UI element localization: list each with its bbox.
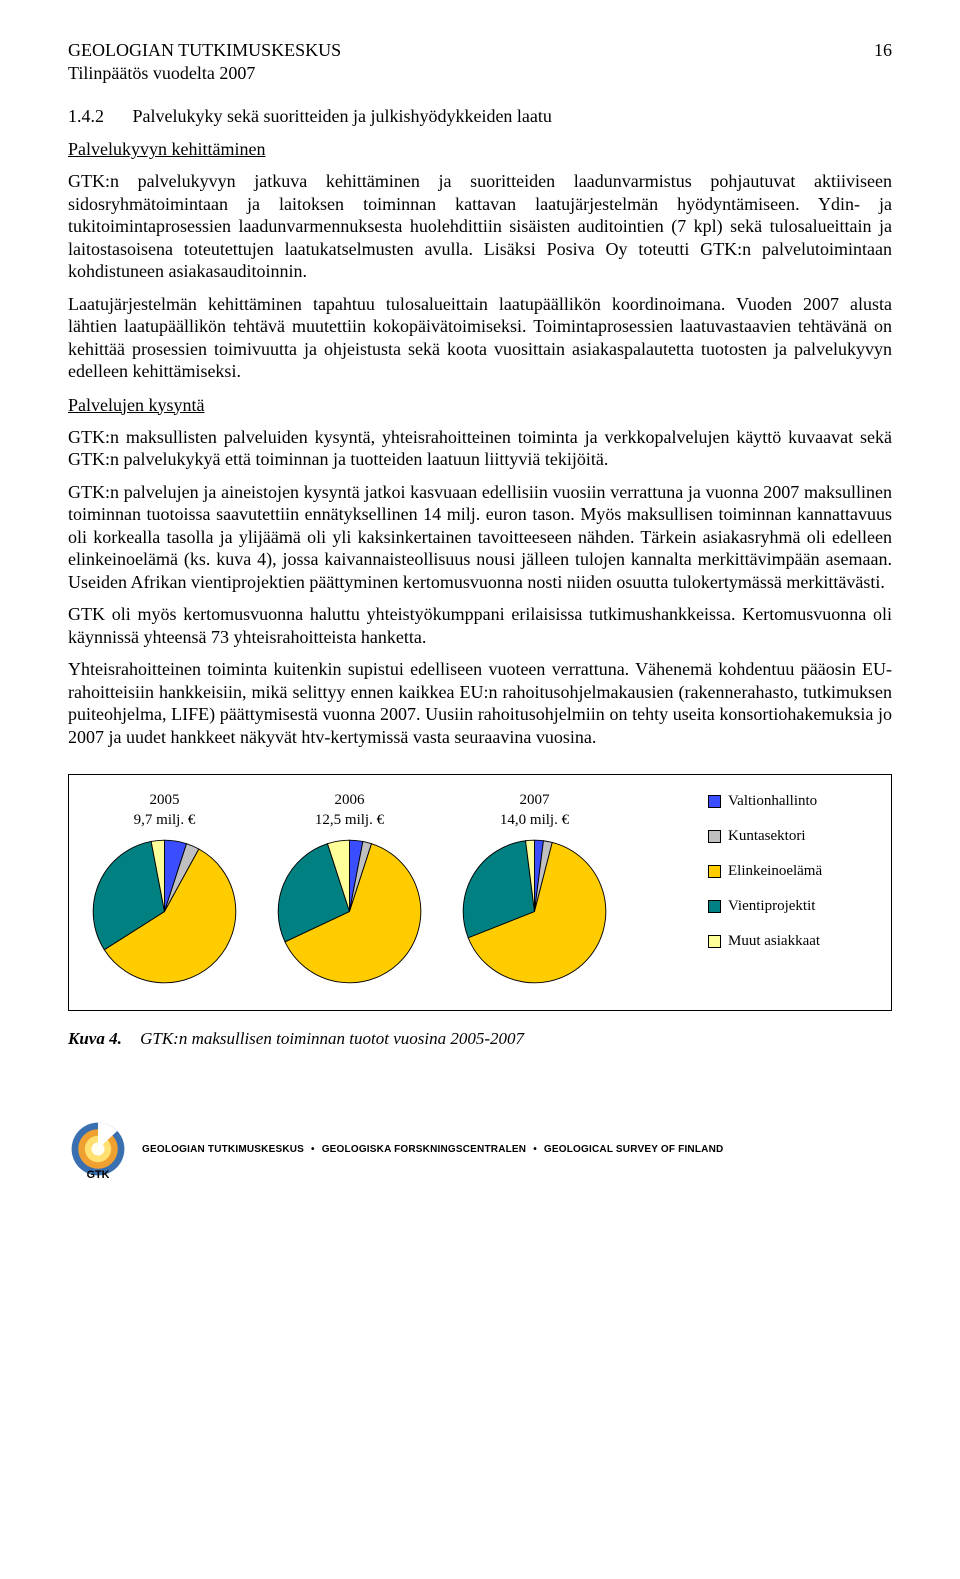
legend-label: Vientiprojektit bbox=[728, 898, 815, 915]
subheading-1: Palvelukyvyn kehittäminen bbox=[68, 139, 892, 160]
legend-swatch bbox=[708, 865, 721, 878]
footer-text: GEOLOGIAN TUTKIMUSKESKUS • GEOLOGISKA FO… bbox=[142, 1144, 723, 1155]
pie-label: 200714,0 milj. € bbox=[457, 791, 612, 830]
doc-subtitle: Tilinpäätös vuodelta 2007 bbox=[68, 63, 892, 84]
subheading-2: Palvelujen kysyntä bbox=[68, 395, 892, 416]
paragraph-1: GTK:n palvelukyvyn jatkuva kehittäminen … bbox=[68, 170, 892, 283]
legend-label: Valtionhallinto bbox=[728, 793, 817, 810]
legend-label: Elinkeinoelämä bbox=[728, 863, 822, 880]
footer-sv: GEOLOGISKA FORSKNINGSCENTRALEN bbox=[322, 1144, 527, 1155]
pie-2007: 200714,0 milj. € bbox=[457, 791, 612, 994]
legend-label: Kuntasektori bbox=[728, 828, 805, 845]
section-heading: 1.4.2 Palvelukyky sekä suoritteiden ja j… bbox=[68, 106, 892, 127]
legend-item: Vientiprojektit bbox=[708, 898, 873, 915]
legend-item: Valtionhallinto bbox=[708, 793, 873, 810]
bullet-icon: • bbox=[311, 1144, 315, 1155]
pie-label: 200612,5 milj. € bbox=[272, 791, 427, 830]
gtk-logo: GTK bbox=[68, 1119, 128, 1179]
paragraph-2: Laatujärjestelmän kehittäminen tapahtuu … bbox=[68, 293, 892, 383]
legend-swatch bbox=[708, 795, 721, 808]
page-number: 16 bbox=[874, 40, 892, 61]
page-footer: GTK GEOLOGIAN TUTKIMUSKESKUS • GEOLOGISK… bbox=[68, 1119, 892, 1179]
pie-chart bbox=[87, 834, 242, 989]
paragraph-3: GTK:n maksullisten palveluiden kysyntä, … bbox=[68, 426, 892, 471]
org-name: GEOLOGIAN TUTKIMUSKESKUS bbox=[68, 40, 341, 61]
legend-item: Muut asiakkaat bbox=[708, 933, 873, 950]
caption-text: GTK:n maksullisen toiminnan tuotot vuosi… bbox=[140, 1029, 524, 1048]
figure-caption: Kuva 4. GTK:n maksullisen toiminnan tuot… bbox=[68, 1029, 892, 1049]
paragraph-6: Yhteisrahoitteinen toiminta kuitenkin su… bbox=[68, 658, 892, 748]
pie-chart bbox=[457, 834, 612, 989]
section-number: 1.4.2 bbox=[68, 106, 128, 127]
chart-legend: Valtionhallinto Kuntasektori Elinkeinoeläm… bbox=[698, 791, 873, 968]
paragraph-4: GTK:n palvelujen ja aineistojen kysyntä … bbox=[68, 481, 892, 594]
pie-chart bbox=[272, 834, 427, 989]
pie-2006: 200612,5 milj. € bbox=[272, 791, 427, 994]
footer-en: GEOLOGICAL SURVEY OF FINLAND bbox=[544, 1144, 724, 1155]
svg-text:GTK: GTK bbox=[87, 1169, 110, 1179]
legend-swatch bbox=[708, 935, 721, 948]
bullet-icon: • bbox=[533, 1144, 537, 1155]
legend-swatch bbox=[708, 900, 721, 913]
paragraph-5: GTK oli myös kertomusvuonna haluttu yhte… bbox=[68, 603, 892, 648]
pie-label: 20059,7 milj. € bbox=[87, 791, 242, 830]
legend-item: Kuntasektori bbox=[708, 828, 873, 845]
footer-fi: GEOLOGIAN TUTKIMUSKESKUS bbox=[142, 1144, 304, 1155]
section-title: Palvelukyky sekä suoritteiden ja julkish… bbox=[133, 106, 552, 126]
legend-item: Elinkeinoelämä bbox=[708, 863, 873, 880]
pie-chart-figure: 20059,7 milj. € 200612,5 milj. € 200714,0 … bbox=[68, 774, 892, 1011]
legend-label: Muut asiakkaat bbox=[728, 933, 820, 950]
pie-2005: 20059,7 milj. € bbox=[87, 791, 242, 994]
caption-number: Kuva 4. bbox=[68, 1029, 122, 1048]
legend-swatch bbox=[708, 830, 721, 843]
